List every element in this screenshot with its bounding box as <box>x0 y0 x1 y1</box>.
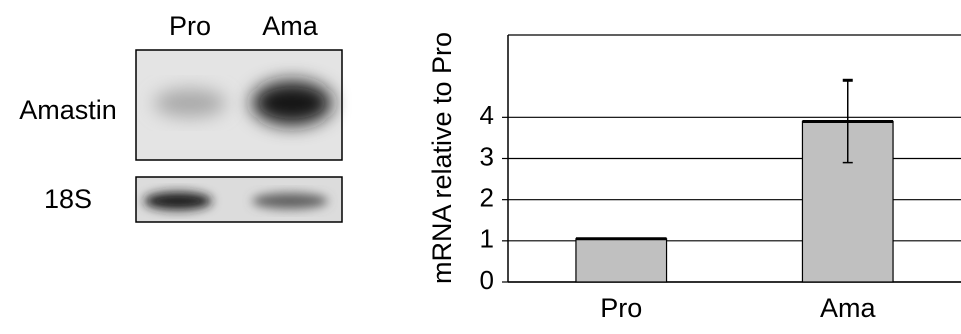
band <box>154 89 226 117</box>
y-tick-label: 4 <box>480 100 494 130</box>
y-tick-label: 3 <box>480 141 494 171</box>
band <box>252 81 332 125</box>
band <box>144 192 212 210</box>
x-tick-label: Ama <box>820 293 877 323</box>
lane-label: Pro <box>169 11 211 41</box>
y-tick-label: 2 <box>480 183 494 213</box>
band <box>252 193 328 209</box>
y-tick-label: 1 <box>480 224 494 254</box>
bar-chart: mRNA relative to Pro 0 1 2 3 4 Pro Ama <box>427 32 961 323</box>
figure: Pro Ama Amastin 18S mRNA relative to Pro… <box>0 0 961 329</box>
row-label: Amastin <box>19 95 117 125</box>
row-label: 18S <box>44 184 92 214</box>
lane-label: Ama <box>262 11 319 41</box>
western-blot: Pro Ama Amastin 18S <box>19 11 342 222</box>
y-axis-label: mRNA relative to Pro <box>427 32 457 284</box>
bar <box>576 239 667 282</box>
y-tick-label: 0 <box>480 265 494 295</box>
x-tick-label: Pro <box>600 293 642 323</box>
